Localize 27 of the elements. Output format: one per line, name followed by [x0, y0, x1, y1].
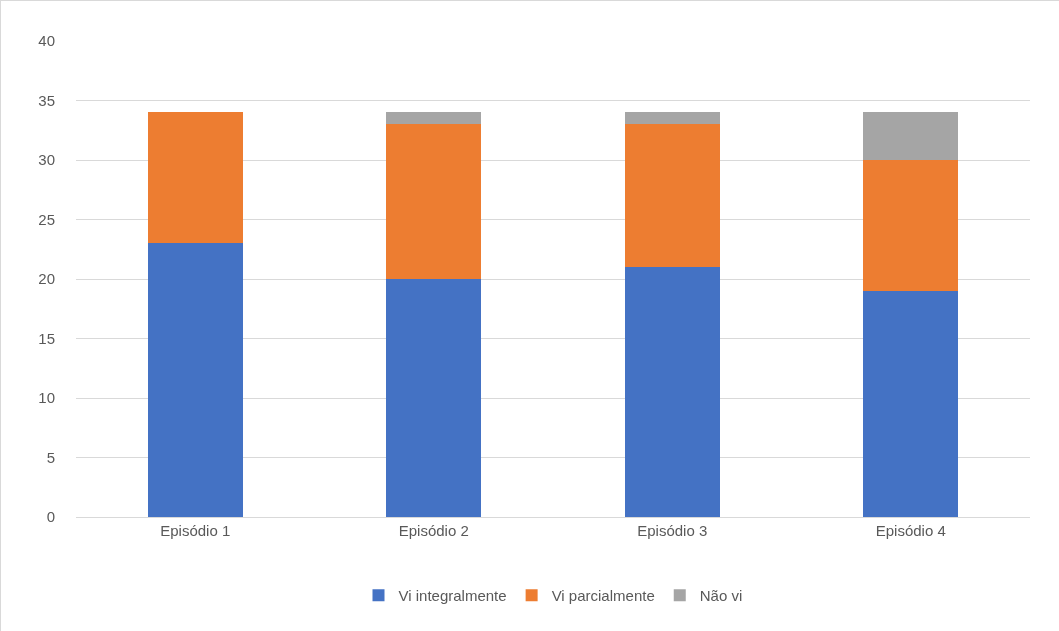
bar	[386, 112, 482, 125]
x-tick-label: Episódio 3	[637, 522, 708, 539]
bar	[147, 243, 243, 517]
bar	[386, 279, 482, 517]
x-tick-label: Episódio 2	[398, 522, 469, 539]
x-tick-label: Episódio 1	[160, 522, 231, 539]
bar	[863, 112, 959, 160]
y-tick-label: 15	[38, 329, 55, 347]
bar	[863, 290, 959, 517]
bar	[624, 124, 720, 268]
y-tick-label: 35	[38, 91, 55, 109]
legend-label: Vi parcialmente	[551, 586, 655, 604]
y-tick-label: 30	[38, 151, 55, 169]
bar	[863, 160, 959, 291]
y-tick-label: 20	[38, 270, 55, 288]
legend-label: Não vi	[699, 586, 743, 604]
legend-label: Vi integralmente	[398, 586, 507, 604]
bar	[147, 112, 243, 244]
y-tick-label: 10	[38, 389, 55, 407]
bar	[386, 124, 482, 279]
y-tick-label: 5	[46, 448, 55, 466]
bar	[624, 267, 720, 517]
y-tick-label: 0	[46, 508, 55, 526]
x-tick-label: Episódio 4	[875, 522, 946, 539]
bar	[624, 112, 720, 125]
y-tick-label: 25	[38, 210, 55, 228]
y-tick-label: 40	[38, 32, 55, 50]
